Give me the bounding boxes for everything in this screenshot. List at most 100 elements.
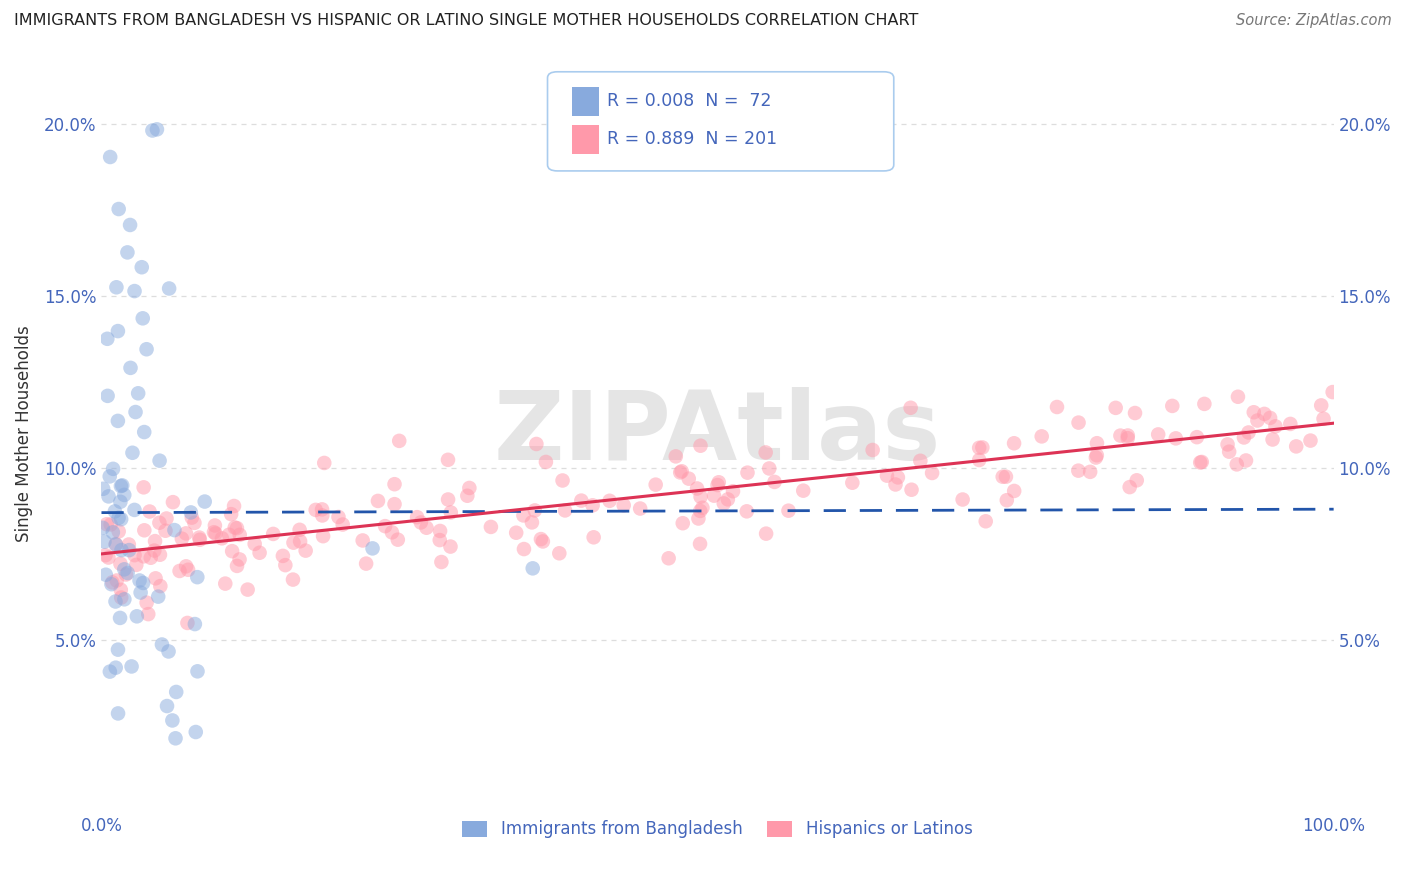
Point: [107, 642, 129, 657]
Point: [409, 516, 432, 530]
Point: [429, 533, 451, 547]
Point: [218, 527, 240, 541]
Point: [145, 571, 167, 585]
Point: [115, 567, 138, 582]
Point: [194, 494, 217, 508]
Point: [995, 493, 1018, 508]
Point: [665, 450, 688, 464]
Point: [184, 725, 207, 739]
Point: [146, 122, 169, 136]
Point: [887, 470, 910, 484]
Point: [658, 551, 681, 566]
Point: [107, 324, 129, 338]
Point: [523, 503, 546, 517]
Point: [792, 483, 814, 498]
Point: [689, 439, 711, 453]
Point: [131, 260, 153, 275]
Point: [100, 517, 122, 532]
Point: [117, 566, 139, 580]
Point: [1161, 399, 1184, 413]
Point: [671, 464, 693, 478]
Point: [180, 510, 202, 524]
Point: [110, 495, 132, 509]
Point: [876, 468, 898, 483]
Point: [101, 462, 124, 476]
Point: [439, 540, 461, 554]
Point: [204, 518, 226, 533]
Point: [569, 493, 592, 508]
Point: [367, 494, 389, 508]
Point: [387, 533, 409, 547]
Point: [150, 638, 173, 652]
Point: [479, 520, 502, 534]
Point: [763, 475, 786, 489]
Point: [211, 531, 233, 545]
Point: [236, 582, 259, 597]
Point: [952, 492, 974, 507]
Point: [332, 517, 354, 532]
Point: [283, 535, 305, 549]
Point: [174, 526, 197, 541]
Point: [141, 123, 163, 137]
Point: [1189, 455, 1212, 469]
Point: [249, 546, 271, 560]
Point: [134, 524, 156, 538]
Point: [124, 548, 146, 562]
Point: [149, 579, 172, 593]
Text: IMMIGRANTS FROM BANGLADESH VS HISPANIC OR LATINO SINGLE MOTHER HOUSEHOLDS CORREL: IMMIGRANTS FROM BANGLADESH VS HISPANIC O…: [14, 13, 918, 29]
Point: [311, 508, 333, 523]
Point: [93, 534, 115, 549]
Point: [1312, 411, 1334, 425]
Point: [162, 714, 184, 728]
Point: [148, 590, 170, 604]
Point: [707, 475, 730, 490]
Point: [1218, 444, 1240, 458]
Point: [107, 510, 129, 524]
Point: [97, 550, 120, 565]
Point: [974, 514, 997, 528]
Point: [972, 441, 994, 455]
Point: [458, 481, 481, 495]
Point: [437, 492, 460, 507]
Point: [900, 483, 922, 497]
Point: [107, 414, 129, 428]
Point: [551, 474, 574, 488]
Point: [157, 281, 180, 295]
Point: [100, 577, 122, 591]
Point: [1118, 480, 1140, 494]
Point: [110, 591, 132, 605]
Point: [104, 537, 127, 551]
Point: [177, 563, 200, 577]
Point: [104, 538, 127, 552]
Point: [97, 389, 120, 403]
Point: [778, 504, 800, 518]
Point: [530, 532, 553, 546]
Point: [599, 493, 621, 508]
Point: [1253, 407, 1275, 421]
Point: [107, 202, 129, 216]
Point: [105, 574, 128, 588]
Point: [1234, 453, 1257, 467]
Point: [117, 245, 139, 260]
Point: [1246, 413, 1268, 427]
Point: [98, 665, 121, 679]
Point: [96, 332, 118, 346]
Point: [128, 574, 150, 588]
Point: [548, 546, 571, 560]
Point: [176, 615, 198, 630]
Point: [1258, 410, 1281, 425]
Point: [735, 504, 758, 518]
Point: [188, 533, 211, 547]
Point: [1185, 430, 1208, 444]
Point: [534, 455, 557, 469]
Point: [1126, 473, 1149, 487]
Point: [104, 504, 127, 518]
Point: [1085, 448, 1108, 462]
Point: [415, 521, 437, 535]
Point: [1261, 433, 1284, 447]
Point: [226, 521, 249, 535]
Point: [512, 508, 534, 523]
Point: [121, 446, 143, 460]
Point: [1233, 430, 1256, 444]
Point: [229, 528, 252, 542]
